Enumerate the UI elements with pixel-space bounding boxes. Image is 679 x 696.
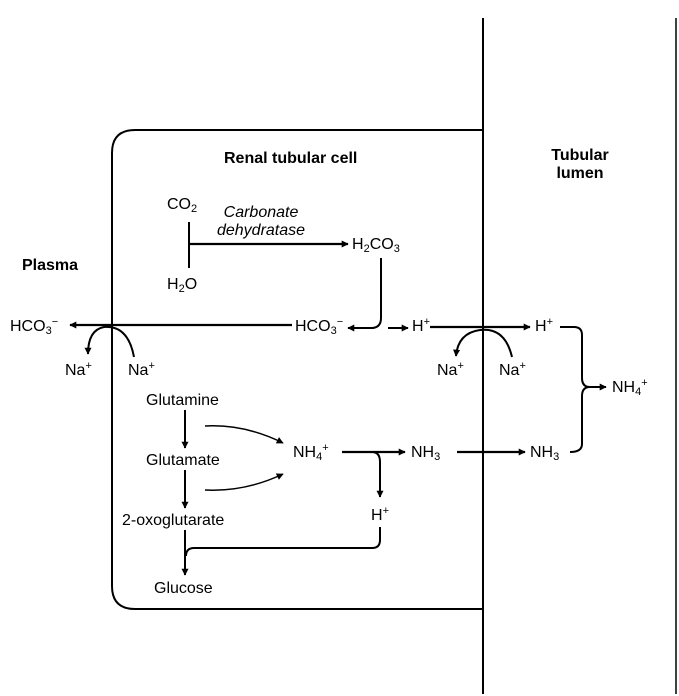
- h-glut-label: H+: [371, 505, 389, 525]
- na-plasma-in-label: Na+: [128, 360, 155, 380]
- glutamine-to-nh4-curve: [204, 425, 284, 444]
- nh3-lumen-label: NH3: [530, 444, 560, 463]
- na-lumen-out-label: Na+: [499, 360, 526, 380]
- na-h-exchange-curve: [453, 328, 513, 358]
- h-lumen-label: H+: [535, 316, 553, 336]
- glutamine-label: Glutamine: [146, 392, 219, 409]
- h2o-label: H2O: [167, 276, 198, 295]
- na-hco3-cotransport-curve: [84, 325, 135, 358]
- nh4-lumen-label: NH4+: [612, 377, 648, 398]
- plasma-label: Plasma: [22, 257, 79, 274]
- lumen-label-line2: lumen: [556, 165, 604, 182]
- hco3-cell-label: HCO3−: [295, 316, 344, 337]
- lumen-h-bracket: [560, 326, 591, 388]
- co2-label: CO2: [167, 196, 198, 215]
- glutamate-to-nh4-curve: [204, 473, 284, 491]
- lumen-nh3-bracket: [569, 386, 591, 453]
- enzyme-name-line2: dehydratase: [216, 222, 306, 239]
- h2co3-label: H2CO3: [352, 236, 400, 255]
- glutamate-label: Glutamate: [146, 452, 220, 469]
- nh3-cell-label: NH3: [411, 444, 441, 463]
- h-cell-label: H+: [412, 316, 430, 336]
- na-plasma-out-label: Na+: [65, 360, 92, 380]
- oxoglutarate-label: 2-oxoglutarate: [122, 512, 225, 529]
- nh4-to-h-arrow: [371, 451, 384, 498]
- hco3-plasma-label: HCO3−: [10, 316, 59, 337]
- enzyme-name-line1: Carbonate: [223, 204, 299, 221]
- lumen-label-line1: Tubular: [551, 147, 609, 164]
- h-to-glucose-line: [185, 527, 381, 557]
- cell-label: Renal tubular cell: [224, 150, 358, 167]
- h2co3-dissociation-line: [370, 258, 382, 329]
- cell-boundary: [111, 129, 483, 610]
- glucose-label: Glucose: [154, 580, 213, 597]
- nh4-cell-label: NH4+: [293, 442, 329, 463]
- na-lumen-in-label: Na+: [437, 360, 464, 380]
